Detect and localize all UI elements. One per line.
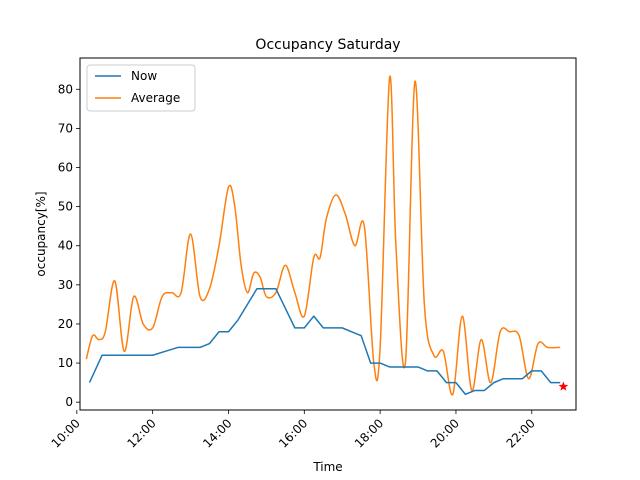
y-tick-label: 70 <box>58 121 73 135</box>
y-tick-label: 50 <box>58 200 73 214</box>
x-tick-label: 10:00 <box>49 416 83 450</box>
series-lines <box>85 75 561 396</box>
plot-area <box>80 58 576 410</box>
x-tick-label: 16:00 <box>276 416 310 450</box>
x-tick-label: 12:00 <box>124 416 158 450</box>
y-tick-label: 60 <box>58 161 73 175</box>
y-axis-label: occupancy[%] <box>34 191 48 276</box>
x-tick-label: 20:00 <box>428 416 462 450</box>
legend-label-now: Now <box>131 69 157 83</box>
plot-frame <box>79 57 577 411</box>
x-tick-label: 18:00 <box>352 416 386 450</box>
x-tick-label: 14:00 <box>200 416 234 450</box>
y-tick-label: 0 <box>65 395 73 409</box>
x-axis-ticks: 10:00 12:00 14:00 16:00 18:00 20:00 22:00 <box>49 410 538 451</box>
y-tick-label: 30 <box>58 278 73 292</box>
series-line-now <box>88 288 561 396</box>
legend: Now Average <box>86 64 196 112</box>
y-tick-label: 20 <box>58 317 73 331</box>
series-line-average <box>85 75 561 396</box>
chart-title: Occupancy Saturday <box>255 37 400 53</box>
y-tick-label: 40 <box>58 239 73 253</box>
y-tick-label: 10 <box>58 356 73 370</box>
x-tick-label: 22:00 <box>504 416 538 450</box>
y-axis-ticks: 0 10 20 30 40 50 60 70 80 <box>58 82 80 409</box>
legend-label-average: Average <box>131 91 180 105</box>
marker-group <box>558 381 569 391</box>
x-axis-label: Time <box>312 460 342 474</box>
y-tick-label: 80 <box>58 82 73 96</box>
latest-point-marker <box>558 381 569 391</box>
